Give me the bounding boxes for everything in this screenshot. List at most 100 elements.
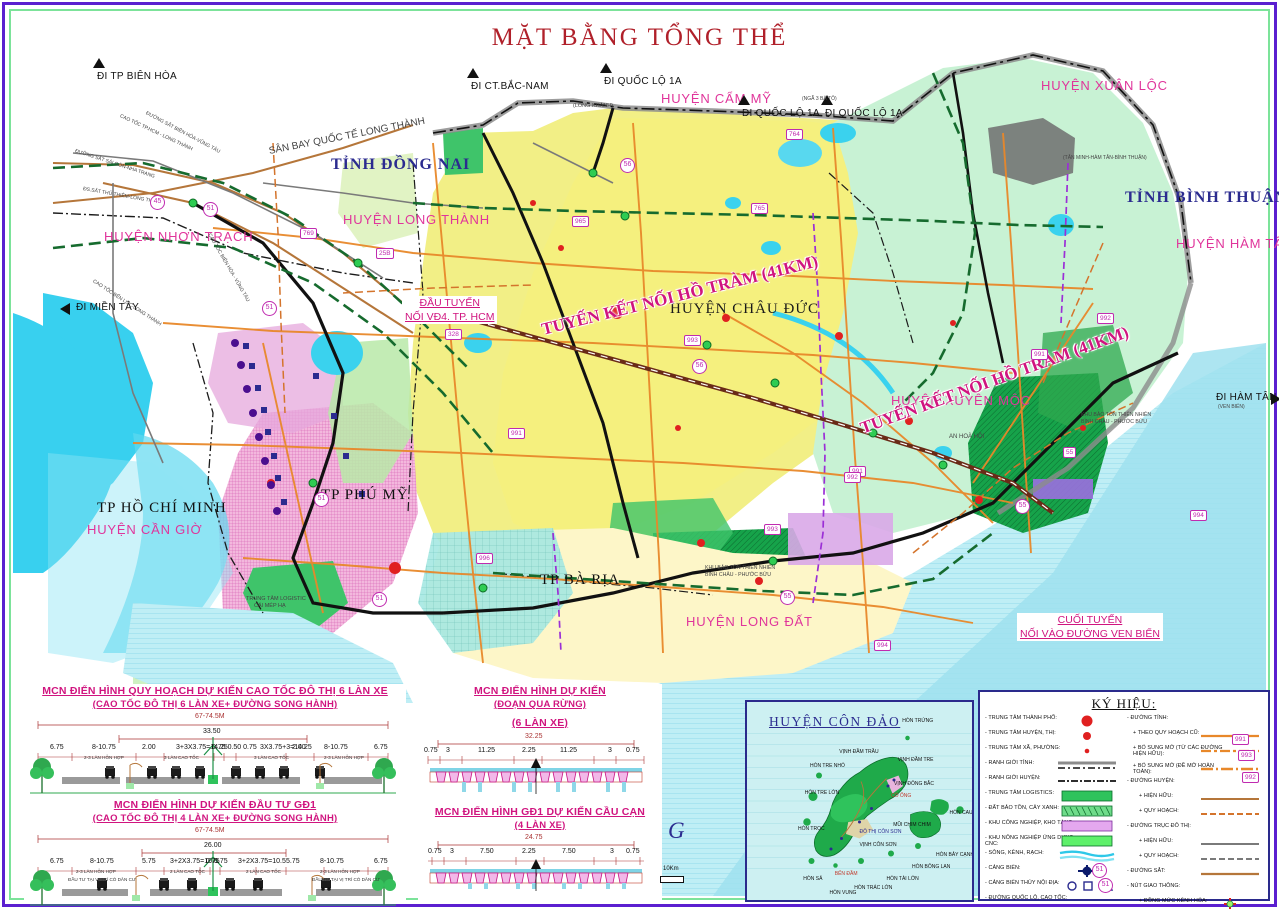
con-dao-place-label-13: HÒN BÔNG LAN	[912, 864, 951, 871]
xs-a-dim-2: 2.00	[142, 744, 156, 751]
legend-item-label: + QUY HOẠCH:	[1139, 808, 1179, 814]
legend-item-symbol	[1056, 819, 1118, 833]
xs-b-lane-4: 2-3 LÀN HỖN HỢP	[320, 869, 360, 874]
route-shield-45-18[interactable]: 45	[150, 195, 165, 210]
legend-item-label: - CẢNG BIỂN THỦY NỘI ĐỊA:	[985, 880, 1060, 886]
legend-panel: KÝ HIỆU: - TRUNG TÂM THÀNH PHỐ: - TRUNG T…	[978, 690, 1270, 909]
legend-item-label: + ĐỒNG MỨC KÊNH HÓA:	[1139, 898, 1208, 904]
legend-item-symbol	[1056, 789, 1118, 803]
xs-d-dim-5: 3	[610, 848, 614, 855]
xs-d-dim-3: 2.25	[522, 848, 536, 855]
legend-item-label: - KHU NÔNG NGHIỆP ỨNG DỤNG CNC:	[985, 835, 1074, 848]
compass-g-letter: G	[668, 818, 685, 843]
legend-item: + BỔ SUNG MỞ (TỪ CÁC ĐƯỜNG HIỆN HỮU):	[1127, 744, 1263, 762]
legend-item-symbol	[1199, 807, 1261, 821]
legend-item-label: + THEO QUY HOẠCH CŨ:	[1133, 730, 1200, 736]
xs-b-dim-8: 8-10.75	[320, 858, 344, 865]
route-shield-765-6[interactable]: 765	[751, 203, 768, 214]
con-dao-place-label-2: VỊNH ĐẦM TRE	[897, 757, 934, 764]
route-shield-25B-1[interactable]: 25B	[376, 248, 394, 259]
route-shield-992-21[interactable]: 992	[1097, 313, 1114, 324]
con-dao-place-label-12: HÒN BẢY CẠNH	[936, 852, 974, 859]
legend-symbol-rail	[1201, 872, 1259, 876]
xs-b-total-width: 67-74.5M	[195, 827, 225, 834]
legend-item-label: - TRUNG TÂM XÃ, PHƯỜNG:	[985, 745, 1061, 751]
legend-item: - ĐƯỜNG TỈNH:	[1127, 714, 1263, 729]
route-shield-51-2[interactable]: 51	[262, 301, 277, 316]
xs-b-dim-1: 8-10.75	[90, 858, 114, 865]
route-shield-994-25[interactable]: 994	[1190, 510, 1207, 521]
legend-symbol-swatch-violet	[1061, 820, 1113, 832]
legend-item: - TRUNG TÂM HUYỆN, THỊ:	[985, 729, 1120, 744]
route-shield-993-10[interactable]: 993	[684, 335, 701, 346]
xs-c-dim-0: 0.75	[424, 747, 438, 754]
legend-item: - RANH GIỚI HUYỆN:	[985, 774, 1120, 789]
route-shield-994-14[interactable]: 994	[874, 640, 891, 651]
xs-a-inner-width: 33.50	[203, 728, 221, 735]
route-shield-996-24[interactable]: 996	[476, 553, 493, 564]
legend-item: + QUY HOẠCH:	[1127, 807, 1263, 822]
xs-a-dim-8: 6.75	[374, 744, 388, 751]
route-shield-769-3[interactable]: 769	[300, 228, 317, 239]
xs-b-svg	[30, 835, 396, 906]
con-dao-geometry	[747, 726, 972, 876]
route-shield-991-23[interactable]: 991	[508, 428, 525, 439]
legend-symbol-dr-existing	[1201, 798, 1259, 800]
legend-item: + BỔ SUNG MỞ (ĐỀ MỞ HOÀN TOÀN):	[1127, 762, 1263, 777]
route-shield-328-22[interactable]: 328	[445, 329, 462, 340]
route-shield-51-16[interactable]: 51	[314, 492, 329, 507]
legend-item-symbol	[1199, 792, 1261, 806]
route-shield-56-9[interactable]: 56	[692, 359, 707, 374]
route-shield-965-20[interactable]: 965	[572, 216, 589, 227]
con-dao-place-label-6: HÒN TRE LỚN	[804, 790, 840, 797]
route-shield-55-11[interactable]: 55	[780, 590, 795, 605]
con-dao-place-label-0: HÒN TRỨNG	[902, 717, 934, 724]
xs-c-dim-6: 0.75	[626, 747, 640, 754]
legend-item-symbol	[1199, 852, 1261, 866]
route-shield-55-19[interactable]: 55	[1015, 499, 1030, 514]
route-shield-51-17[interactable]: 51	[372, 592, 387, 607]
xs-b-dim-9: 6.75	[374, 858, 388, 865]
xs-d-svg	[428, 841, 644, 891]
xs-a-svg	[30, 721, 396, 794]
xs-b-lane-3: 2 LÀN CAO TỐC	[246, 869, 281, 874]
legend-item-label: + HIỆN HỮU:	[1139, 838, 1174, 844]
legend-item-label: + QUY HOẠCH:	[1139, 853, 1179, 859]
legend-route-shield-3: 51	[1092, 863, 1107, 878]
legend-item: + ĐỒNG MỨC KÊNH HÓA:	[1127, 897, 1263, 909]
direction-arrow-up	[467, 68, 479, 78]
route-shield-56-4[interactable]: 56	[620, 158, 635, 173]
legend-item: + HIỆN HỮU:	[1127, 837, 1263, 852]
xs-b-drawing: 67-74.5M 26.00 6.75 8-10.75 5.75 3+2X3.75=10.…	[24, 827, 406, 909]
legend-item-symbol	[1056, 759, 1118, 773]
legend-item-label: + HIỆN HỮU:	[1139, 793, 1174, 799]
legend-symbol-ur-existing	[1201, 843, 1259, 845]
xs-a-dim-6: 2.00	[292, 744, 306, 751]
con-dao-inset-map[interactable]: HUYỆN CÔN ĐẢO HÒN TRỨNG VỊNH ĐẦM TRẦU VỊNH…	[745, 700, 974, 902]
legend-item-symbol	[1056, 834, 1118, 848]
xs-b-dim-6: 3+2X3.75=10.5	[238, 858, 286, 865]
legend-item: - TRUNG TÂM THÀNH PHỐ:	[985, 714, 1120, 729]
legend-item-symbol	[1199, 837, 1261, 851]
xs-d-dim-4: 7.50	[562, 848, 576, 855]
page-title: MẶT BẰNG TỔNG THỂ	[491, 24, 788, 51]
route-shield-764-5[interactable]: 764	[786, 129, 803, 140]
legend-item-label: - TRUNG TÂM LOGISTICS:	[985, 790, 1055, 796]
xs-b-dim-3: 3+2X3.75=10.5	[170, 858, 218, 865]
legend-symbol-ur-planned	[1201, 858, 1259, 860]
legend-item-symbol	[1199, 867, 1261, 881]
legend-item: - ĐẤT BẢO TỒN, CÂY XANH:	[985, 804, 1120, 819]
route-shield-51-0[interactable]: 51	[203, 202, 218, 217]
xs-d-title-1: MCN ĐIỂN HÌNH GĐ1 DỰ KIẾN CẦU CẠN	[434, 806, 646, 818]
route-shield-993-15[interactable]: 993	[764, 524, 781, 535]
legend-symbol-node-a	[1224, 898, 1236, 909]
route-shield-991-7[interactable]: 991	[1031, 349, 1048, 360]
route-shield-992-13[interactable]: 992	[844, 472, 861, 483]
xs-d-title-2: (4 LÀN XE)	[514, 820, 566, 831]
legend-left-column: - TRUNG TÂM THÀNH PHỐ: - TRUNG TÂM HUYỆN,…	[985, 714, 1120, 909]
legend-right-column: - ĐƯỜNG TỈNH: + THEO QUY HOẠCH CŨ: + BỔ SU…	[1127, 714, 1263, 909]
direction-arrow-up	[738, 95, 750, 105]
cross-section-panel-left: MCN ĐIỂN HÌNH QUY HOẠCH DỰ KIẾN CAO TỐC …	[24, 684, 406, 906]
route-shield-55-8[interactable]: 55	[1063, 447, 1077, 458]
con-dao-place-label-3: HÒN TRE NHỎ	[810, 763, 845, 770]
